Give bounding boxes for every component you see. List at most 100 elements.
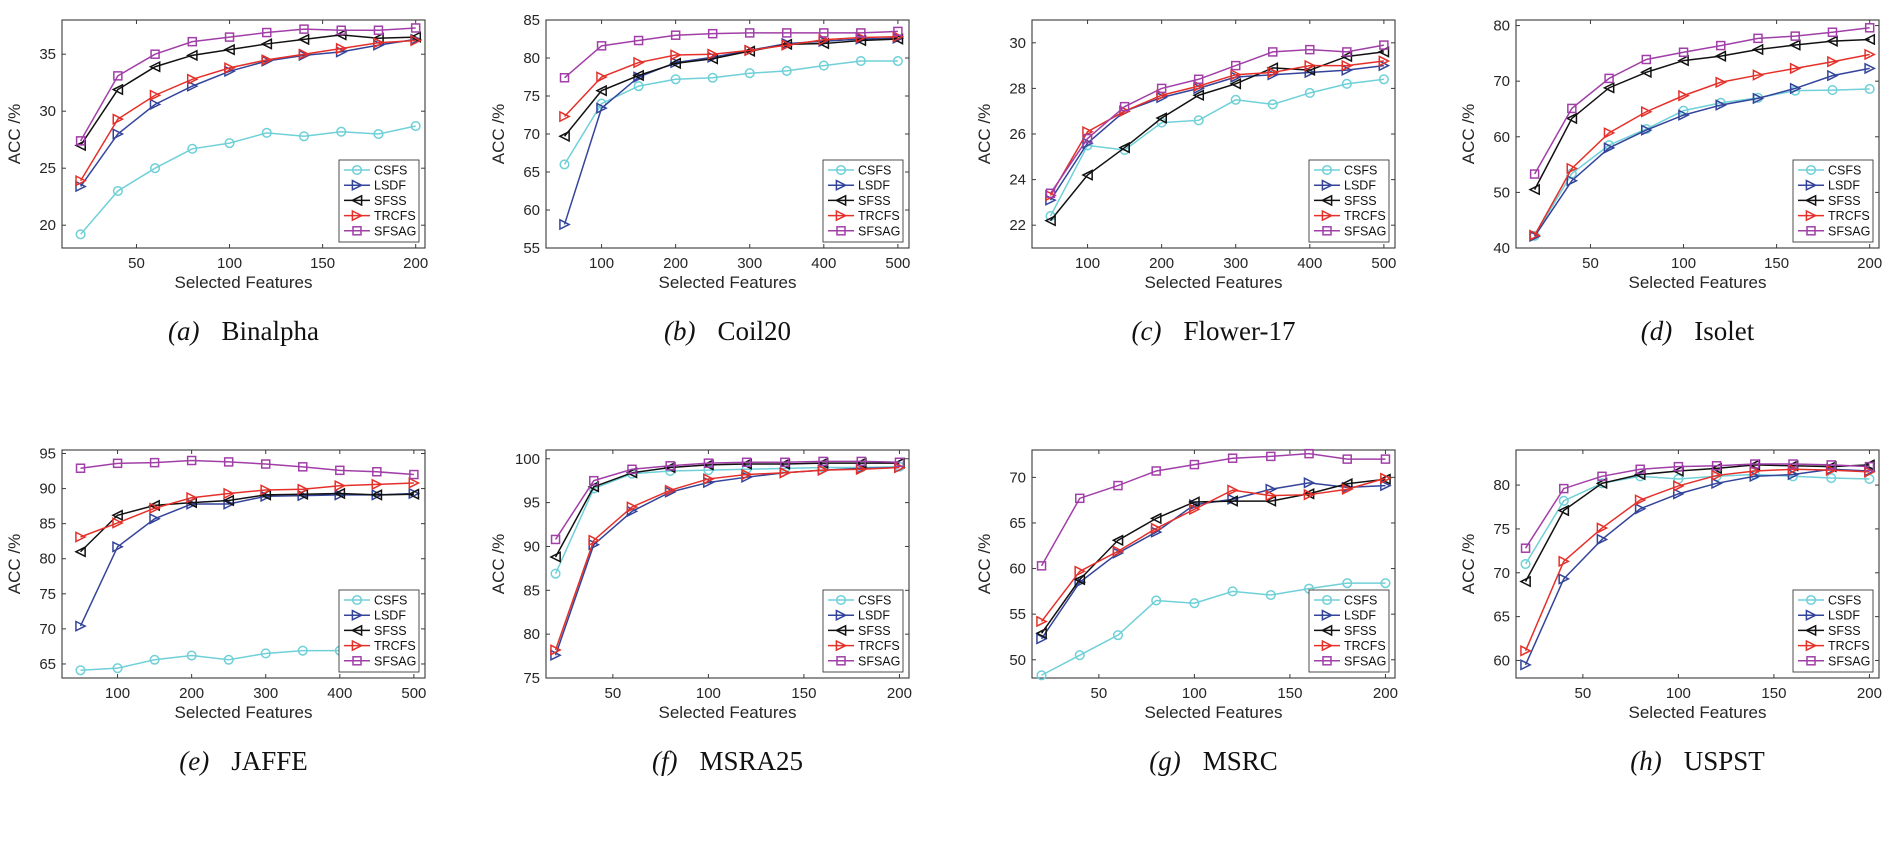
data-point — [260, 459, 271, 469]
data-point — [298, 462, 308, 472]
data-point — [224, 138, 235, 149]
legend-label: SFSS — [1344, 624, 1377, 638]
legend-label: TRCFS — [1344, 639, 1386, 653]
data-point — [1193, 115, 1204, 126]
y-tick-label: 65 — [1009, 515, 1026, 532]
data-point — [260, 38, 273, 50]
x-tick-label: 150 — [791, 685, 816, 702]
legend-label: SFSAG — [1828, 224, 1870, 238]
data-point — [373, 36, 385, 49]
x-tick-label: 200 — [1857, 685, 1882, 702]
legend-label: CSFS — [1828, 164, 1861, 178]
y-tick-label: 95 — [39, 446, 56, 463]
data-point — [1230, 60, 1241, 71]
data-point — [1380, 454, 1391, 464]
x-tick-label: 50 — [1582, 255, 1599, 272]
series-sfsag — [1529, 23, 1875, 179]
legend-label: SFSAG — [1828, 654, 1870, 668]
data-point — [1567, 103, 1577, 114]
data-point — [1036, 561, 1047, 571]
data-point — [1378, 74, 1389, 85]
legend-label: TRCFS — [1828, 209, 1870, 223]
series-line — [563, 60, 898, 165]
data-point — [186, 73, 199, 86]
data-point — [669, 57, 681, 70]
data-point — [75, 229, 86, 240]
series-trcfs — [550, 461, 906, 656]
data-point — [855, 55, 866, 67]
series-line — [1049, 51, 1384, 222]
data-point — [1864, 48, 1876, 61]
y-tick-label: 75 — [1493, 521, 1510, 538]
x-tick-label: 100 — [1666, 685, 1691, 702]
data-point — [549, 551, 561, 563]
series-line — [1049, 64, 1384, 201]
data-point — [75, 620, 87, 632]
legend-marker — [1806, 656, 1816, 666]
y-axis-label: ACC /% — [1459, 534, 1478, 594]
x-axis-label: Selected Features — [1629, 703, 1767, 722]
data-point — [550, 644, 562, 656]
data-point — [707, 28, 718, 39]
data-point — [370, 489, 383, 501]
data-point — [1566, 162, 1579, 175]
series-trcfs — [75, 477, 421, 543]
data-point — [1265, 589, 1276, 601]
data-point — [670, 30, 681, 40]
data-point — [333, 487, 346, 500]
series-line — [1041, 582, 1386, 676]
legend-marker — [1804, 624, 1817, 637]
y-tick-label: 75 — [523, 88, 540, 105]
data-point — [1529, 229, 1541, 242]
data-point — [558, 130, 570, 143]
data-point — [186, 491, 198, 504]
legend-marker — [835, 639, 848, 652]
data-point — [373, 128, 384, 140]
data-point — [75, 180, 87, 193]
data-point — [1045, 188, 1056, 199]
y-tick-label: 24 — [1009, 172, 1026, 189]
series-line — [79, 27, 416, 142]
data-point — [1036, 632, 1048, 645]
data-point — [336, 126, 347, 137]
data-point — [297, 489, 310, 502]
data-point — [408, 477, 421, 489]
legend-label: LSDF — [1828, 179, 1860, 193]
data-point — [670, 74, 681, 85]
data-point — [1075, 493, 1085, 504]
y-axis-label: ACC /% — [489, 104, 508, 164]
data-point — [1827, 69, 1839, 82]
data-point — [297, 33, 310, 46]
data-point — [150, 163, 161, 174]
data-point — [627, 464, 637, 475]
x-axis-label: Selected Features — [175, 703, 313, 722]
data-point — [1189, 503, 1201, 516]
data-point — [1640, 66, 1652, 79]
data-point — [1303, 488, 1316, 501]
data-point — [1227, 484, 1239, 496]
y-tick-label: 70 — [1493, 73, 1510, 90]
data-point — [1342, 454, 1352, 464]
data-point — [149, 512, 161, 525]
data-point — [1073, 573, 1086, 586]
data-point — [1673, 461, 1684, 472]
data-point — [1789, 82, 1802, 95]
data-point — [111, 83, 124, 96]
y-tick-label: 65 — [39, 656, 56, 673]
legend-label: SFSS — [858, 194, 891, 208]
data-point — [112, 113, 125, 125]
data-point — [781, 39, 794, 51]
data-point — [186, 80, 199, 92]
data-point — [1304, 59, 1317, 72]
x-tick-label: 100 — [105, 685, 130, 702]
y-tick-label: 30 — [1009, 35, 1026, 52]
data-point — [222, 494, 235, 507]
data-point — [1789, 62, 1802, 75]
y-tick-label: 80 — [1493, 18, 1510, 35]
series-line — [563, 38, 898, 137]
data-point — [149, 98, 162, 111]
x-axis-label: Selected Features — [1145, 273, 1283, 292]
legend-marker — [351, 179, 364, 192]
